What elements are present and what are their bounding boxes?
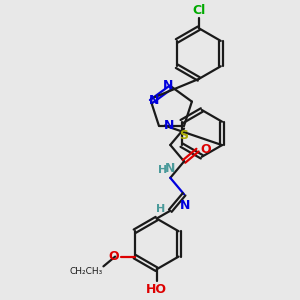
Text: HO: HO [146, 283, 167, 296]
Text: S: S [180, 128, 189, 142]
Text: H: H [156, 204, 165, 214]
Text: N: N [149, 94, 159, 107]
Text: O: O [108, 250, 119, 263]
Text: Cl: Cl [192, 4, 206, 17]
Text: N: N [164, 79, 174, 92]
Text: N: N [180, 199, 190, 212]
Text: CH₂CH₃: CH₂CH₃ [69, 267, 103, 276]
Text: N: N [165, 162, 175, 175]
Text: N: N [164, 119, 174, 132]
Text: H: H [158, 165, 167, 175]
Text: O: O [200, 142, 211, 156]
